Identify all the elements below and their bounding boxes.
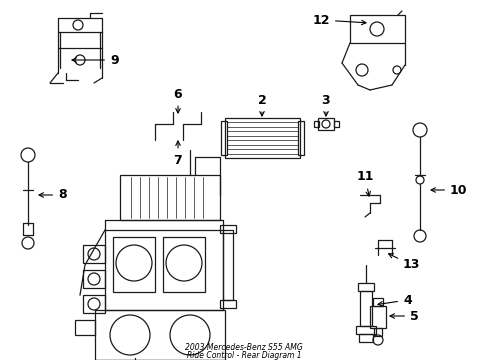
Text: 13: 13 xyxy=(388,254,420,271)
Bar xyxy=(313,121,318,127)
Bar xyxy=(113,237,155,292)
Bar xyxy=(224,118,299,158)
Bar xyxy=(333,121,338,127)
Bar xyxy=(358,334,372,342)
Bar xyxy=(105,230,223,310)
Bar xyxy=(220,300,236,308)
Bar xyxy=(95,310,224,360)
Text: 4: 4 xyxy=(377,293,411,306)
Text: 5: 5 xyxy=(389,310,418,323)
Bar xyxy=(373,328,381,336)
Text: 12: 12 xyxy=(312,13,365,27)
Bar xyxy=(120,175,220,220)
Text: 6: 6 xyxy=(173,87,182,113)
Text: 11: 11 xyxy=(356,171,373,196)
Text: 9: 9 xyxy=(72,54,119,67)
Text: 2003 Mercedes-Benz S55 AMG: 2003 Mercedes-Benz S55 AMG xyxy=(185,343,302,352)
Bar xyxy=(83,295,105,313)
Bar xyxy=(317,118,333,130)
Bar xyxy=(223,230,232,300)
Bar xyxy=(357,283,373,291)
Text: 3: 3 xyxy=(321,94,329,116)
Text: 10: 10 xyxy=(430,184,467,197)
Bar xyxy=(221,121,226,155)
Text: 7: 7 xyxy=(173,141,182,166)
Bar xyxy=(297,121,304,155)
Text: Ride Control - Rear Diagram 1: Ride Control - Rear Diagram 1 xyxy=(186,351,301,360)
Bar xyxy=(163,237,204,292)
Bar xyxy=(355,326,375,334)
Bar xyxy=(83,270,105,288)
Bar xyxy=(75,320,95,335)
Bar xyxy=(369,306,385,328)
Bar xyxy=(349,15,404,43)
Text: 8: 8 xyxy=(39,189,66,202)
Text: 1: 1 xyxy=(0,359,1,360)
Bar xyxy=(83,245,105,263)
Bar xyxy=(372,298,382,306)
Bar xyxy=(359,291,371,326)
Bar xyxy=(220,225,236,233)
Text: 2: 2 xyxy=(257,94,266,116)
